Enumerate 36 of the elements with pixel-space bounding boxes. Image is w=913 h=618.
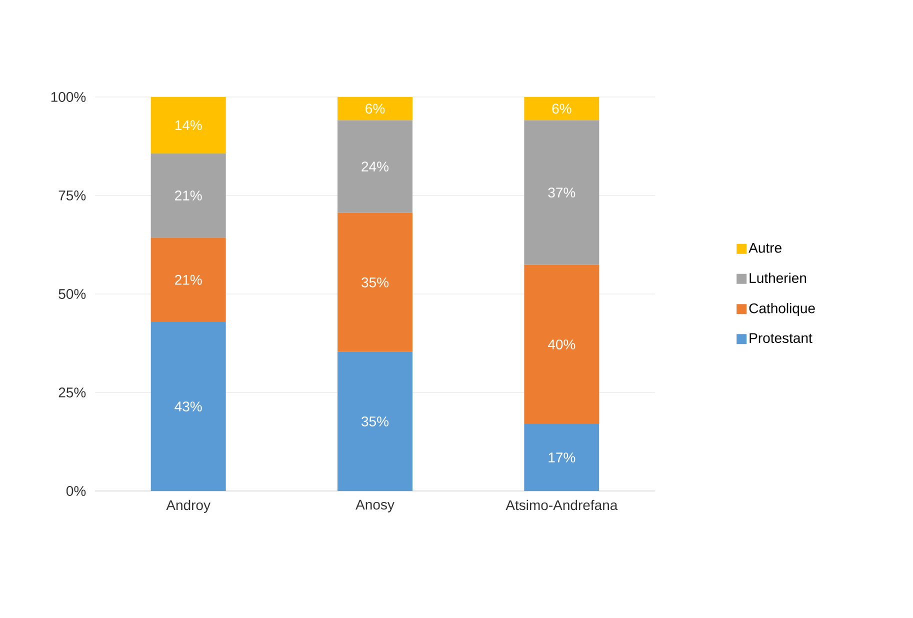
data-label: 37%: [548, 188, 576, 198]
legend-label: Lutherien: [750, 272, 806, 284]
bar: [150, 238, 226, 322]
legend-label: Protestant: [750, 333, 812, 344]
data-label: 21%: [175, 274, 202, 285]
data-label: 35%: [362, 277, 389, 288]
data-label: 17%: [548, 452, 576, 462]
data-label: 6%: [552, 104, 572, 114]
y-tick-label: 25%: [58, 388, 86, 398]
data-label: 6%: [366, 104, 385, 114]
data-label: 35%: [362, 416, 389, 426]
y-tick-label: 0%: [66, 486, 86, 496]
data-label: 21%: [175, 190, 202, 200]
bar: [338, 120, 413, 213]
y-tick-label: 75%: [58, 190, 86, 200]
bar: [338, 96, 413, 120]
legend-label: Catholique: [749, 302, 815, 316]
y-tick-label: 100%: [51, 92, 86, 102]
bar: [338, 212, 413, 352]
x-tick-label: Androy: [166, 500, 210, 513]
bar: [338, 352, 413, 491]
bar: [150, 153, 226, 238]
x-tick-label: Atsimo-Andrefana: [506, 500, 618, 510]
bar: [524, 264, 600, 424]
data-label: 24%: [362, 162, 389, 172]
data-label: 43%: [174, 402, 202, 412]
bar: [524, 424, 600, 491]
data-label: 14%: [175, 120, 202, 130]
data-label: 40%: [548, 339, 576, 350]
bar: [150, 322, 226, 491]
bar: [524, 96, 600, 120]
y-tick-label: 50%: [58, 289, 86, 299]
bar: [150, 96, 226, 154]
x-tick-label: Anosy: [356, 500, 394, 512]
bar: [524, 120, 600, 265]
legend-label: Autre: [748, 243, 782, 253]
